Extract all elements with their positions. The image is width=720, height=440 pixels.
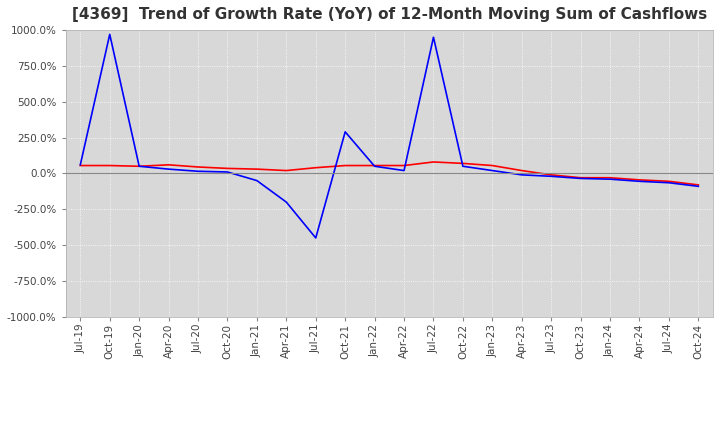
Operating Cashflow — [576, 175, 585, 180]
Free Cashflow — [282, 199, 291, 205]
Free Cashflow — [135, 164, 143, 169]
Free Cashflow — [76, 162, 85, 168]
Operating Cashflow — [282, 168, 291, 173]
Free Cashflow — [576, 176, 585, 181]
Operating Cashflow — [164, 162, 173, 168]
Operating Cashflow — [665, 179, 673, 184]
Free Cashflow — [518, 172, 526, 177]
Free Cashflow — [370, 164, 379, 169]
Operating Cashflow — [429, 159, 438, 165]
Operating Cashflow — [312, 165, 320, 170]
Free Cashflow — [429, 35, 438, 40]
Operating Cashflow — [135, 164, 143, 169]
Operating Cashflow — [459, 161, 467, 166]
Operating Cashflow — [606, 175, 614, 180]
Operating Cashflow — [76, 163, 85, 168]
Operating Cashflow — [253, 166, 261, 172]
Operating Cashflow — [194, 164, 202, 169]
Operating Cashflow — [400, 163, 408, 168]
Operating Cashflow — [635, 177, 644, 183]
Free Cashflow — [635, 179, 644, 184]
Free Cashflow — [606, 176, 614, 182]
Free Cashflow — [164, 166, 173, 172]
Free Cashflow — [459, 164, 467, 169]
Free Cashflow — [312, 235, 320, 241]
Operating Cashflow — [547, 172, 556, 177]
Line: Operating Cashflow: Operating Cashflow — [81, 162, 698, 185]
Free Cashflow — [400, 168, 408, 173]
Free Cashflow — [488, 168, 497, 173]
Line: Free Cashflow: Free Cashflow — [81, 34, 698, 238]
Operating Cashflow — [341, 163, 349, 168]
Free Cashflow — [253, 178, 261, 183]
Free Cashflow — [694, 183, 703, 189]
Free Cashflow — [194, 169, 202, 174]
Operating Cashflow — [223, 166, 232, 171]
Free Cashflow — [547, 174, 556, 179]
Operating Cashflow — [694, 182, 703, 187]
Operating Cashflow — [105, 163, 114, 168]
Free Cashflow — [105, 32, 114, 37]
Free Cashflow — [665, 180, 673, 185]
Free Cashflow — [223, 169, 232, 175]
Free Cashflow — [341, 129, 349, 135]
Operating Cashflow — [488, 163, 497, 168]
Operating Cashflow — [518, 168, 526, 173]
Operating Cashflow — [370, 163, 379, 168]
Legend: Operating Cashflow, Free Cashflow: Operating Cashflow, Free Cashflow — [215, 436, 564, 440]
Title: [4369]  Trend of Growth Rate (YoY) of 12-Month Moving Sum of Cashflows: [4369] Trend of Growth Rate (YoY) of 12-… — [72, 7, 707, 22]
